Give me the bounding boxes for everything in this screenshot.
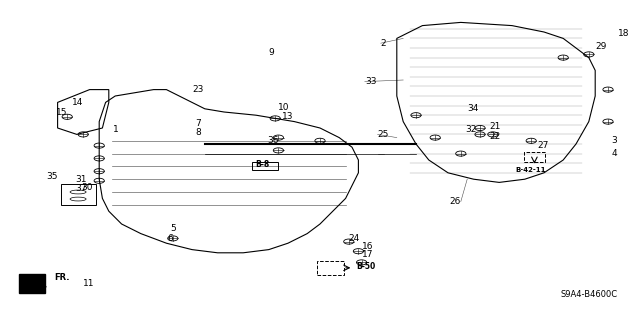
Bar <box>61 184 96 205</box>
Text: B-50: B-50 <box>356 262 375 271</box>
Text: 3: 3 <box>611 136 617 145</box>
Text: B-42-11: B-42-11 <box>515 167 546 173</box>
Text: 6: 6 <box>167 234 173 243</box>
Text: 10: 10 <box>278 103 290 112</box>
Text: 32: 32 <box>465 125 477 134</box>
Text: 36: 36 <box>267 136 278 145</box>
Text: 22: 22 <box>490 132 501 140</box>
Text: 26: 26 <box>449 197 461 206</box>
Text: 1: 1 <box>113 125 118 134</box>
Text: 33: 33 <box>365 77 376 86</box>
Text: 24: 24 <box>349 234 360 243</box>
Text: 23: 23 <box>192 85 204 94</box>
Text: B-8: B-8 <box>255 160 269 169</box>
Text: 15: 15 <box>56 108 67 116</box>
Text: S9A4-B4600C: S9A4-B4600C <box>561 290 618 299</box>
Text: 17: 17 <box>362 250 373 259</box>
Text: 31: 31 <box>75 175 86 184</box>
Text: 9: 9 <box>269 48 275 57</box>
Text: 2: 2 <box>381 39 387 48</box>
Text: 29: 29 <box>595 42 607 51</box>
Text: 27: 27 <box>538 141 549 150</box>
Text: 11: 11 <box>83 279 95 288</box>
Text: 4: 4 <box>611 149 617 158</box>
Text: 7: 7 <box>195 119 201 128</box>
Text: 30: 30 <box>81 183 93 192</box>
Text: 14: 14 <box>72 98 83 107</box>
Text: 13: 13 <box>282 112 293 121</box>
Polygon shape <box>19 274 45 293</box>
Text: 34: 34 <box>467 104 479 113</box>
Text: 8: 8 <box>195 128 201 137</box>
Text: 18: 18 <box>618 29 629 38</box>
Text: FR.: FR. <box>54 273 70 282</box>
Text: 16: 16 <box>362 242 373 251</box>
Text: 5: 5 <box>170 224 176 233</box>
Text: 21: 21 <box>490 122 501 131</box>
Text: 35: 35 <box>46 172 58 180</box>
Text: 25: 25 <box>378 130 389 139</box>
Text: 37: 37 <box>75 184 86 193</box>
